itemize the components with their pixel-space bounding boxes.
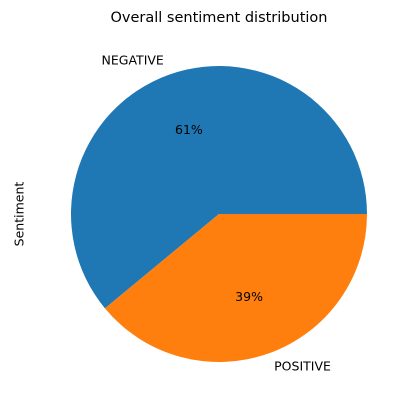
- positive-label: POSITIVE: [274, 359, 331, 374]
- positive-percent-label: 39%: [235, 289, 263, 304]
- positive-slice: [104, 214, 367, 363]
- negative-slice: [70, 65, 367, 309]
- y-axis-label: Sentiment: [12, 182, 27, 247]
- pie-slices: [70, 65, 367, 363]
- chart-title: Overall sentiment distribution: [111, 10, 328, 26]
- pie-labels: NEGATIVE 61% POSITIVE 39%: [102, 52, 331, 373]
- negative-label: NEGATIVE: [102, 52, 164, 67]
- negative-percent-label: 61%: [175, 122, 203, 137]
